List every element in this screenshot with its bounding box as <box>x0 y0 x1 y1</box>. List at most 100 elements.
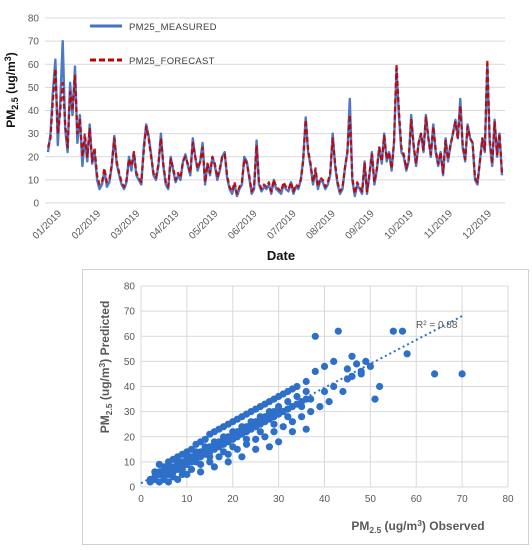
scatter-point-140 <box>242 410 251 418</box>
scatter-point-135 <box>197 438 205 446</box>
scatter-point-164 <box>164 463 173 471</box>
scatter-point-163 <box>155 468 163 476</box>
scatter-point-120 <box>288 428 296 436</box>
scatter-point-90 <box>279 423 287 431</box>
sc-x-tick-0: 0 <box>138 494 144 505</box>
ts-y-tick-10: 10 <box>28 175 40 186</box>
scatter-trendline <box>140 314 465 485</box>
scatter-point-129 <box>174 475 182 484</box>
scatter-point-159 <box>192 458 200 466</box>
sc-x-tick-50: 50 <box>365 494 377 505</box>
scatter-point-110 <box>343 365 351 373</box>
time-series-gridlines <box>45 17 505 204</box>
scatter-point-141 <box>252 405 260 413</box>
sc-x-tick-10: 10 <box>181 494 193 505</box>
scatter-y-tick-labels: 0 10 20 30 40 50 60 70 80 <box>124 282 136 494</box>
scatter-point-104 <box>353 360 361 368</box>
scatter-point-86 <box>261 433 269 441</box>
ts-x-tick-06-2019: 06/2019 <box>226 208 260 242</box>
sc-y-tick-80: 80 <box>124 282 136 293</box>
time-series-x-axis-title: Date <box>267 248 295 263</box>
sc-y-tick-70: 70 <box>124 307 136 318</box>
scatter-point-118 <box>458 370 466 378</box>
ts-y-tick-0: 0 <box>33 199 39 210</box>
scatter-point-126 <box>210 463 218 471</box>
scatter-point-149 <box>320 387 329 396</box>
scatter-point-127 <box>197 468 205 476</box>
scatter-point-167 <box>192 448 200 456</box>
scatter-point-98 <box>316 403 324 411</box>
sc-x-tick-70: 70 <box>457 494 469 505</box>
scatter-point-145 <box>288 385 296 393</box>
scatter-point-111 <box>348 352 356 360</box>
scatter-point-107 <box>376 382 384 391</box>
scatter-point-178 <box>293 392 301 401</box>
sc-x-tick-30: 30 <box>273 494 285 505</box>
scatter-point-114 <box>389 327 397 335</box>
scatter-point-82 <box>242 440 251 448</box>
sc-y-tick-40: 40 <box>124 382 136 393</box>
ts-x-tick-10-2019: 10/2019 <box>383 208 417 242</box>
scatter-point-121 <box>302 425 310 433</box>
scatter-point-119 <box>275 438 283 446</box>
scatter-point-128 <box>183 470 191 478</box>
ts-x-tick-12-2019: 12/2019 <box>461 208 495 242</box>
scatter-point-95 <box>302 377 310 386</box>
scatter-point-109 <box>334 327 342 335</box>
scatter-point-101 <box>330 357 338 365</box>
sc-y-tick-50: 50 <box>124 357 136 368</box>
scatter-point-142 <box>261 400 269 408</box>
scatter-point-172 <box>238 423 246 431</box>
scatter-point-116 <box>403 350 411 358</box>
scatter-point-179 <box>302 387 310 396</box>
scatter-point-94 <box>298 413 306 421</box>
scatter-panel: 0 10 20 30 40 50 60 70 80 0 10 20 30 40 50 60 70 80 R² =… <box>82 269 529 545</box>
scatter-point-146 <box>330 382 338 391</box>
scatter-x-axis-title: PM2.5 (ug/m3) Observed <box>351 518 484 535</box>
scatter-point-124 <box>238 453 246 461</box>
scatter-point-92 <box>288 418 296 426</box>
time-series-lines <box>46 39 504 198</box>
ts-y-tick-60: 60 <box>28 60 40 71</box>
sc-y-tick-30: 30 <box>124 407 136 418</box>
ts-x-tick-03-2019: 03/2019 <box>109 208 143 242</box>
scatter-point-113 <box>371 395 379 403</box>
scatter-point-123 <box>252 445 260 453</box>
scatter-point-157 <box>220 448 228 456</box>
scatter-point-150 <box>307 395 315 403</box>
scatter-point-151 <box>298 403 306 411</box>
scatter-point-139 <box>233 415 241 423</box>
time-series-y-axis-title: PM2.5 (ug/m3) <box>3 52 20 128</box>
scatter-point-137 <box>215 425 223 433</box>
scatter-point-88 <box>270 428 278 436</box>
scatter-point-160 <box>178 465 186 473</box>
legend-label-measured: PM25_MEASURED <box>129 22 217 33</box>
scatter-point-162 <box>146 475 154 484</box>
scatter-point-70 <box>187 465 196 473</box>
time-series-legend: PM25_MEASURED PM25_FORECAST <box>90 22 217 67</box>
r-squared-label: R² = 0.88 <box>416 320 458 331</box>
scatter-point-122 <box>265 443 273 451</box>
scatter-point-117 <box>431 370 439 378</box>
scatter-point-112 <box>362 357 370 365</box>
ts-x-tick-09-2019: 09/2019 <box>344 208 378 242</box>
time-series-y-tick-labels: 0 10 20 30 40 50 60 70 80 <box>28 14 40 210</box>
ts-series-pm25-forecast <box>46 58 504 195</box>
sc-y-tick-10: 10 <box>124 457 136 468</box>
scatter-point-175 <box>265 408 273 416</box>
scatter-point-155 <box>242 435 251 443</box>
scatter-point-99 <box>320 362 329 370</box>
time-series-x-tick-labels: 01/2019 02/2019 03/2019 04/2019 05/2019 06/20… <box>31 208 495 242</box>
sc-x-tick-20: 20 <box>227 494 239 505</box>
scatter-point-136 <box>206 430 214 438</box>
ts-x-tick-07-2019: 07/2019 <box>265 208 299 242</box>
scatter-point-74 <box>206 458 214 466</box>
legend-label-forecast: PM25_FORECAST <box>129 56 215 67</box>
scatter-point-153 <box>270 420 278 428</box>
scatter-point-158 <box>206 453 214 461</box>
ts-y-tick-40: 40 <box>28 106 40 117</box>
scatter-point-174 <box>256 413 264 421</box>
scatter-point-115 <box>398 327 407 335</box>
scatter-point-165 <box>174 458 182 466</box>
